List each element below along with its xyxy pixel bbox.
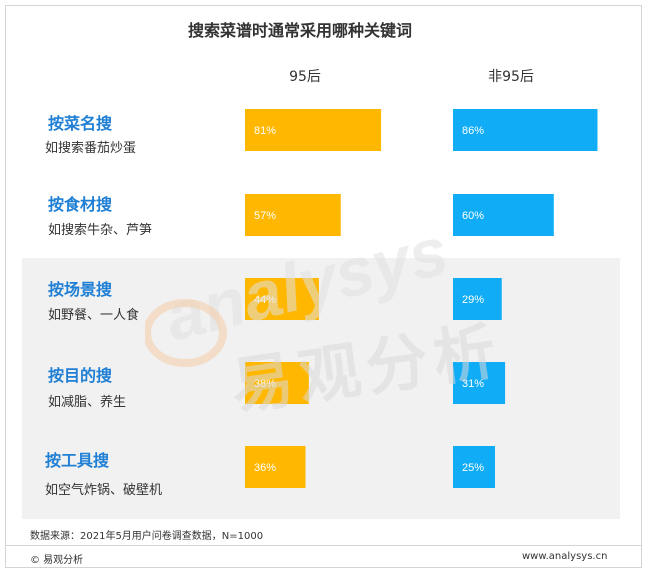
chart-title: 搜索菜谱时通常采用哪种关键词 (187, 21, 412, 40)
bar-non95-2 (453, 278, 502, 320)
bar-non95-1 (453, 194, 554, 236)
category-label-dish: 按菜名搜 (48, 114, 113, 133)
bar-label-95-1: 57% (254, 210, 276, 222)
bar-non95-3 (453, 362, 506, 404)
bar-label-non95-2: 29% (462, 294, 484, 306)
category-example-dish: 如搜索番茄炒蛋 (45, 141, 137, 156)
bar-label-non95-0: 86% (462, 125, 484, 137)
category-label-scene: 按场景搜 (48, 280, 113, 299)
category-label-purpose: 按目的搜 (48, 366, 113, 385)
bar-non95-0 (453, 109, 598, 151)
category-example-purpose: 如减脂、养生 (48, 395, 127, 410)
bar-95-3 (245, 362, 309, 404)
bar-95-1 (245, 194, 341, 236)
category-example-ingredient: 如搜索牛杂、芦笋 (48, 223, 153, 238)
category-label-tool: 按工具搜 (45, 451, 110, 470)
bar-label-95-2: 44% (254, 294, 276, 306)
series-header-95: 95后 (289, 69, 321, 85)
bar-label-95-4: 36% (254, 462, 276, 474)
footer-brand: © 易观分析 (30, 555, 84, 566)
highlight-band (22, 258, 620, 519)
series-header-non95: 非95后 (488, 69, 534, 85)
category-example-tool: 如空气炸锅、破壁机 (45, 483, 163, 498)
bar-label-non95-4: 25% (462, 462, 484, 474)
category-label-ingredient: 按食材搜 (48, 195, 113, 214)
bar-95-4 (245, 446, 306, 488)
footer-url: www.analysys.cn (522, 551, 608, 562)
bar-label-non95-1: 60% (462, 210, 484, 222)
bar-label-95-3: 38% (254, 378, 276, 390)
bar-label-95-0: 81% (254, 125, 276, 137)
data-source-note: 数据来源：2021年5月用户问卷调查数据，N=1000 (30, 531, 264, 542)
category-example-scene: 如野餐、一人食 (48, 308, 140, 323)
footer-divider (6, 545, 642, 546)
bar-95-2 (245, 278, 319, 320)
bar-non95-4 (453, 446, 495, 488)
bar-95-0 (245, 109, 382, 151)
bar-label-non95-3: 31% (462, 378, 484, 390)
